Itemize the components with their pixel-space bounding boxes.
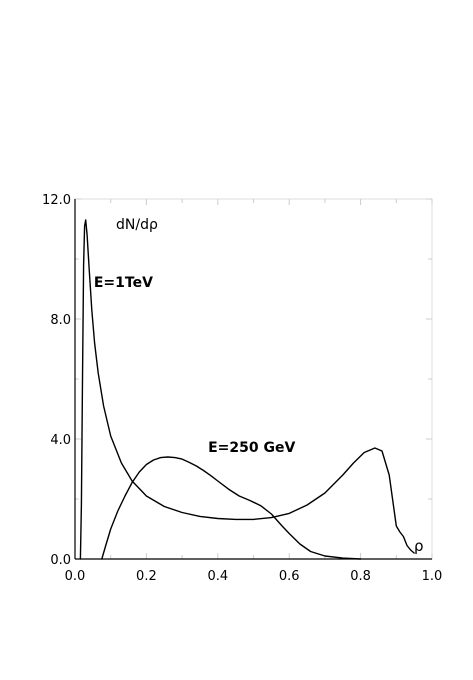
y-tick-labels: 0.0 4.0 8.0 12.0 [42, 193, 71, 568]
series-line-1 [79, 219, 415, 560]
y-tick-label: 8.0 [50, 313, 71, 328]
x-tick-label: 0.0 [65, 569, 86, 584]
y-axis-label: dN/dρ [116, 217, 158, 233]
y-tick-label: 12.0 [42, 193, 71, 208]
x-tick-label: 0.6 [279, 569, 300, 584]
x-tick-labels: 0.0 0.2 0.4 0.6 0.8 1.0 [65, 569, 443, 584]
y-tick-label: 0.0 [50, 553, 71, 568]
series-lines [79, 219, 415, 560]
series-line-2 [101, 456, 362, 560]
y-tick-label: 4.0 [50, 433, 71, 448]
x-tick-label: 0.8 [350, 569, 371, 584]
curve-label-2: E=250 GeV [208, 440, 295, 456]
x-tick-label: 0.2 [136, 569, 157, 584]
curve-label-1: E=1TeV [94, 275, 153, 291]
x-tick-label: 1.0 [422, 569, 443, 584]
tick-marks [74, 198, 433, 560]
x-axis-label: ρ [414, 537, 424, 555]
plot-frame [74, 198, 433, 560]
x-tick-label: 0.4 [207, 569, 228, 584]
curve-annotations: E=1TeV E=250 GeV [94, 275, 296, 456]
